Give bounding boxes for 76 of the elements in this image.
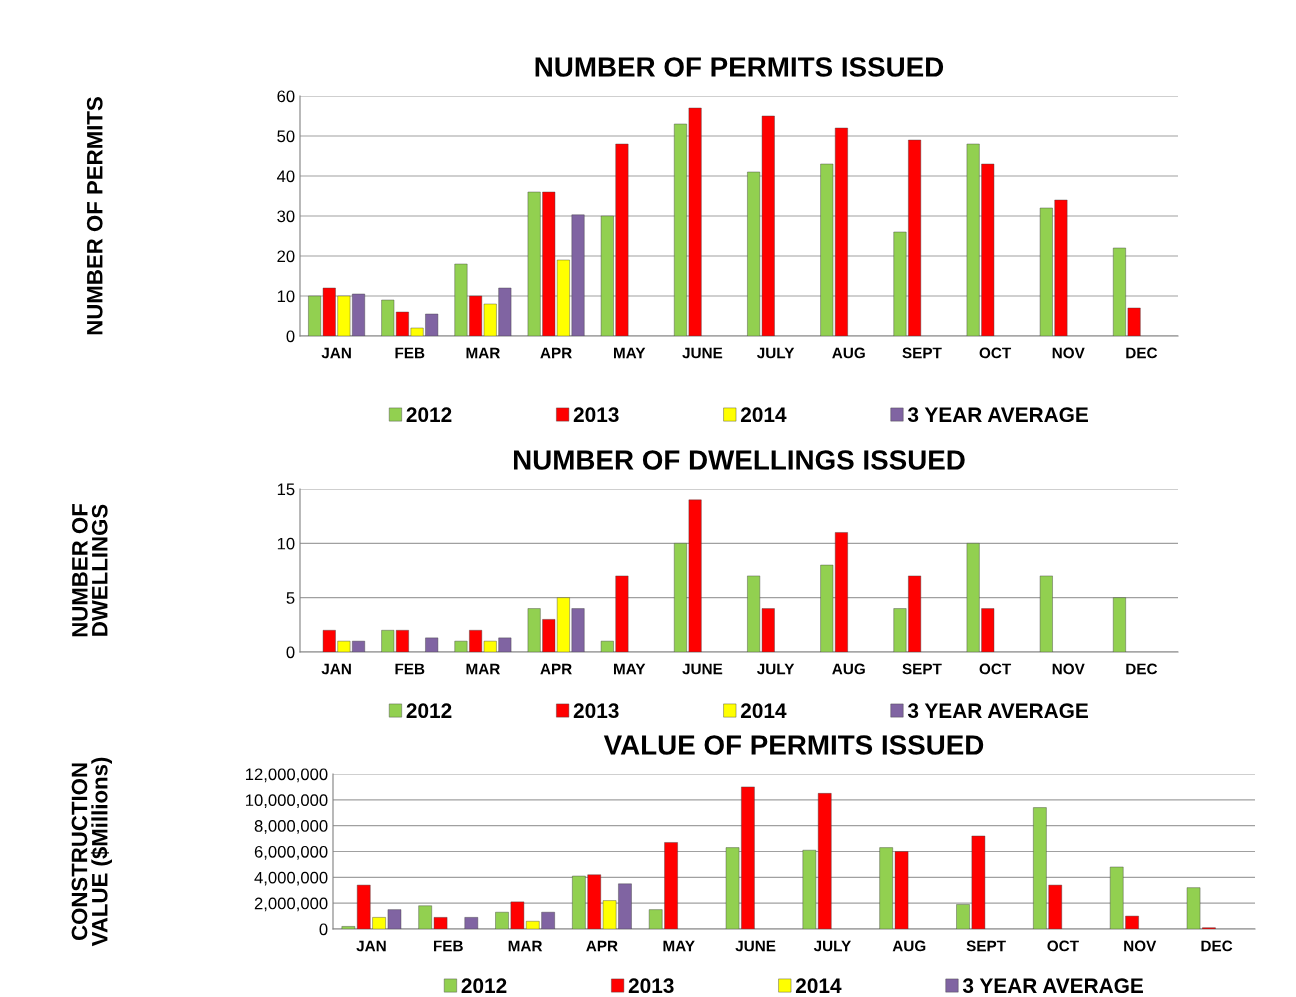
x-tick-label: FEB — [395, 347, 425, 359]
legend-label: 2014 — [740, 407, 787, 423]
y-axis-title: NUMBER OF PERMITS — [86, 97, 103, 335]
y-axis-title: CONSTRUCTION VALUE ($Millions) — [71, 757, 112, 947]
x-tick-label: DEC — [1126, 663, 1158, 675]
x-tick-label: APR — [540, 347, 572, 359]
x-tick-label: OCT — [1047, 940, 1079, 952]
y-tick-label: 10 — [277, 290, 295, 303]
x-tick-label: FEB — [433, 940, 463, 952]
y-tick-label: 0 — [286, 646, 295, 659]
x-tick-label: SEPT — [902, 347, 942, 359]
legend-label: 2013 — [573, 407, 619, 423]
legend-label: 2012 — [406, 703, 452, 719]
legend-label: 2014 — [740, 703, 787, 719]
legend-label: 2014 — [795, 978, 842, 994]
y-tick-label: 15 — [277, 483, 295, 496]
y-tick-label: 0 — [319, 923, 328, 936]
y-tick-label: 10,000,000 — [246, 794, 328, 809]
x-tick-label: NOV — [1124, 940, 1157, 952]
x-tick-label: MAR — [466, 347, 500, 359]
x-tick-label: MAR — [508, 940, 543, 952]
y-tick-label: 6,000,000 — [254, 845, 328, 860]
y-tick-label: 40 — [276, 170, 295, 183]
x-tick-label: DEC — [1201, 940, 1233, 952]
chart-title: VALUE OF PERMITS ISSUED — [603, 735, 984, 755]
x-tick-label: APR — [586, 940, 618, 952]
bar — [1039, 575, 1053, 652]
y-tick-label: 20 — [277, 250, 295, 263]
x-tick-label: JUNE — [682, 347, 723, 359]
x-tick-label: NOV — [1052, 347, 1085, 359]
y-tick-label: 50 — [277, 130, 295, 143]
y-tick-label: 30 — [277, 210, 295, 223]
x-tick-label: JULY — [756, 663, 795, 675]
legend-label: 3 YEAR AVERAGE — [962, 978, 1143, 994]
x-tick-label: SEPT — [902, 663, 942, 675]
x-tick-label: MAY — [613, 347, 646, 359]
legend-label: 2013 — [628, 978, 674, 994]
x-tick-label: JAN — [356, 940, 386, 952]
x-tick-label: NOV — [1052, 663, 1085, 675]
legend-label: 2012 — [461, 978, 507, 994]
x-tick-label: SEPT — [966, 940, 1006, 952]
x-tick-label: MAY — [613, 663, 646, 675]
x-tick-label: OCT — [979, 347, 1012, 359]
y-tick-label: 4,000,000 — [254, 871, 328, 886]
x-tick-label: JULY — [756, 347, 795, 359]
legend-label: 3 YEAR AVERAGE — [907, 703, 1088, 719]
legend-label: 2013 — [573, 703, 619, 719]
x-tick-label: JUNE — [735, 940, 776, 952]
y-tick-label: 5 — [286, 592, 295, 604]
y-axis-title: NUMBER OF DWELLINGS — [71, 504, 108, 637]
y-tick-label: 10 — [277, 537, 295, 550]
x-tick-label: MAY — [663, 940, 695, 952]
x-tick-label: MAR — [466, 663, 500, 675]
bar — [1113, 597, 1126, 652]
x-tick-label: JUNE — [682, 663, 723, 675]
x-tick-label: OCT — [979, 663, 1012, 675]
bar — [425, 637, 439, 652]
x-tick-label: AUG — [892, 940, 926, 952]
legend-label: 3 YEAR AVERAGE — [907, 407, 1088, 423]
chart-title: NUMBER OF DWELLINGS ISSUED — [514, 450, 965, 470]
x-tick-label: JAN — [321, 347, 351, 359]
legend-label: 2012 — [406, 407, 452, 423]
y-tick-label: 12,000,000 — [246, 768, 328, 783]
x-tick-label: AUG — [832, 347, 865, 359]
x-tick-label: APR — [540, 663, 572, 675]
y-tick-label: 2,000,000 — [254, 897, 328, 912]
x-tick-label: JAN — [321, 663, 351, 675]
bar — [464, 917, 479, 929]
y-tick-label: 0 — [286, 330, 295, 343]
x-tick-label: AUG — [832, 663, 865, 675]
chart-title: NUMBER OF PERMITS ISSUED — [535, 57, 944, 77]
x-tick-label: JULY — [813, 940, 851, 952]
y-tick-label: 8,000,000 — [254, 820, 328, 834]
x-tick-label: FEB — [395, 663, 425, 675]
x-tick-label: DEC — [1126, 347, 1158, 359]
y-tick-label: 60 — [277, 90, 295, 103]
